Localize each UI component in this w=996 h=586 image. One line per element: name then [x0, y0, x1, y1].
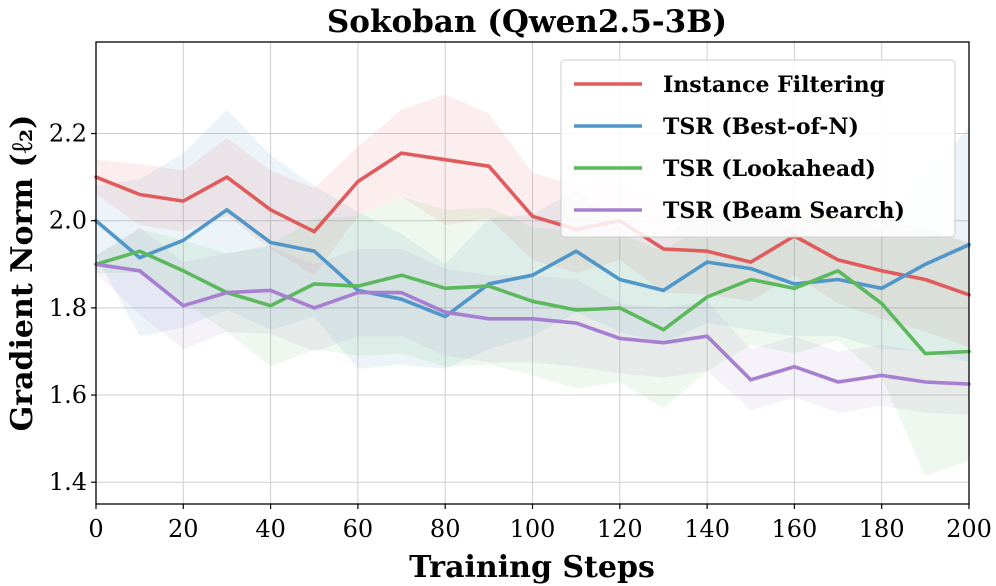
x-tick-label: 80 — [430, 515, 461, 543]
series-line-2 — [94, 208, 971, 319]
y-tick-label: 1.8 — [49, 294, 87, 322]
x-axis-label: Training Steps — [409, 550, 655, 585]
y-tick-label: 2.0 — [49, 207, 87, 235]
y-tick-label: 2.2 — [49, 120, 87, 148]
legend: Instance Filtering TSR (Best-of-N) TSR (Lo… — [560, 59, 956, 238]
x-tick-label: 200 — [946, 515, 992, 543]
band-2 — [96, 109, 969, 369]
x-tick-label: 60 — [343, 515, 374, 543]
x-tick-label: 40 — [255, 515, 286, 543]
x-tick-label: 0 — [88, 515, 103, 543]
band-1 — [96, 94, 969, 348]
x-ticks: 0 20 40 60 80 100 120 140 160 180 200 — [88, 504, 992, 543]
x-tick-label: 180 — [859, 515, 905, 543]
series-lines — [94, 151, 971, 386]
x-tick-label: 140 — [684, 515, 730, 543]
series-line-1 — [94, 151, 971, 297]
y-ticks: 1.4 1.6 1.8 2.0 2.2 — [49, 120, 96, 496]
legend-label-4: TSR (Beam Search) — [663, 198, 905, 224]
legend-label-1: Instance Filtering — [663, 72, 885, 98]
legend-label-3: TSR (Lookahead) — [663, 156, 876, 182]
y-tick-label: 1.4 — [49, 468, 87, 496]
x-tick-label: 100 — [510, 515, 556, 543]
x-tick-label: 20 — [168, 515, 199, 543]
x-tick-label: 160 — [771, 515, 817, 543]
confidence-bands — [96, 94, 969, 476]
x-tick-label: 120 — [597, 515, 643, 543]
y-axis-label: Gradient Norm (ℓ₂) — [5, 115, 40, 432]
chart-title: Sokoban (Qwen2.5-3B) — [327, 4, 727, 40]
series-line-4 — [94, 262, 971, 386]
band-3 — [96, 196, 969, 476]
legend-box — [560, 59, 956, 238]
series-line-3 — [94, 249, 971, 356]
band-4 — [96, 227, 969, 415]
legend-label-2: TSR (Best-of-N) — [663, 114, 859, 140]
y-tick-label: 1.6 — [49, 381, 87, 409]
